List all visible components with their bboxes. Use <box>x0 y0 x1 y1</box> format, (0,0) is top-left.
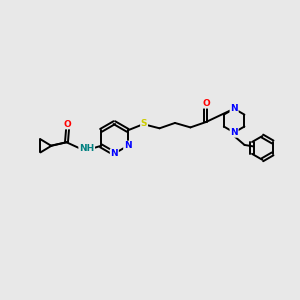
Text: NH: NH <box>79 144 94 153</box>
Text: N: N <box>110 149 118 158</box>
Text: N: N <box>230 104 238 113</box>
Text: N: N <box>230 128 238 137</box>
Text: N: N <box>124 141 131 150</box>
Text: O: O <box>64 120 71 129</box>
Text: O: O <box>202 99 210 108</box>
Text: S: S <box>141 119 147 128</box>
